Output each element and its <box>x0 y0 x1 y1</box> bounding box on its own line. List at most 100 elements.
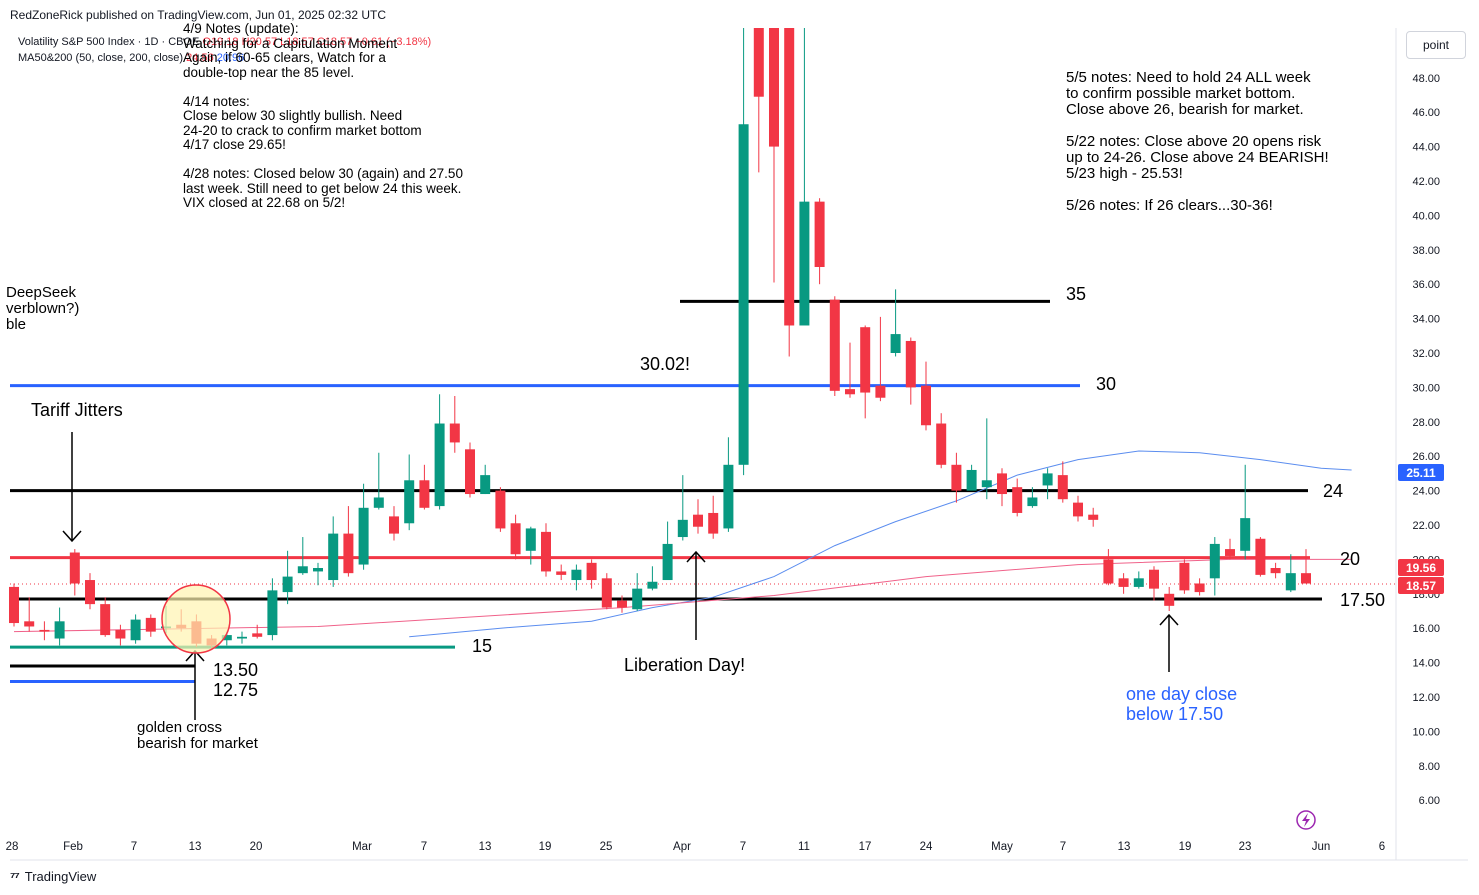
notes-left: 4/9 Notes (update): Watching for a Capit… <box>183 21 463 210</box>
x-tick-label: 20 <box>250 841 263 853</box>
golden-cross-label: golden cross bearish for market <box>137 719 258 752</box>
candle-body <box>373 497 384 508</box>
candle-body <box>130 619 141 641</box>
footer: ⁷⁷ TradingView <box>10 869 96 884</box>
x-tick-label: Jun <box>1312 841 1331 853</box>
candle-body <box>662 543 673 581</box>
price-label-ma50: 25.11 <box>1398 464 1444 481</box>
candle-body <box>297 566 308 574</box>
x-tick-label: 7 <box>1060 841 1066 853</box>
level-label-15: 15 <box>472 636 493 656</box>
x-tick-label: 19 <box>1179 841 1192 853</box>
x-tick-label: Mar <box>352 841 372 853</box>
one-day-arrow-head <box>1159 613 1179 626</box>
notes-right: 5/5 notes: Need to hold 24 ALL week to c… <box>1066 69 1329 214</box>
candle-body <box>784 28 795 326</box>
candle-body <box>708 512 719 534</box>
scale-mode-button[interactable]: point <box>1406 31 1466 59</box>
candle-body <box>358 507 369 565</box>
candle-body <box>586 562 597 581</box>
level-label-24: 24 <box>1323 481 1344 501</box>
candle-body <box>1209 543 1220 579</box>
x-tick-label: 6 <box>1379 841 1385 853</box>
candle-body <box>860 327 871 393</box>
candle-body <box>85 580 95 605</box>
candle-body <box>845 389 855 395</box>
legend-symbol-row: Volatility S&P 500 Index · 1D · CBOE O19… <box>18 36 431 48</box>
candle-body <box>693 514 703 527</box>
candle-body <box>936 423 947 465</box>
candle-body <box>404 480 415 524</box>
y-tick-label: 46.00 <box>1412 107 1440 119</box>
candle-body <box>1301 573 1311 584</box>
tariff-arrow-head <box>62 530 82 543</box>
liberation-arrow-head <box>686 550 706 563</box>
candle-body <box>1149 569 1159 589</box>
candle-body <box>465 449 475 495</box>
candle-body <box>69 552 80 584</box>
candle-body <box>677 519 688 538</box>
legend-ma-value-1: 24.56 <box>186 52 214 64</box>
y-tick-label: 6.00 <box>1419 795 1440 807</box>
candle-body <box>449 423 460 443</box>
candle-body <box>221 635 232 641</box>
lightning-icon[interactable] <box>1296 810 1316 830</box>
candle-body <box>769 28 779 147</box>
y-tick-label: 16.00 <box>1412 623 1440 635</box>
candle-body <box>1118 578 1129 587</box>
x-tick-label: 13 <box>1118 841 1131 853</box>
candles <box>9 28 1311 649</box>
candle-body <box>267 590 278 636</box>
candle-body <box>1194 583 1205 593</box>
legend-ma-row: MA50&200 (50, close, 200, close) 24.56 2… <box>18 52 244 64</box>
ma200-line <box>13 558 1352 633</box>
candle-body <box>434 423 445 507</box>
legend-symbol[interactable]: Volatility S&P 500 Index · 1D · CBOE <box>18 36 200 48</box>
candle-body <box>541 531 551 572</box>
x-tick-label: Feb <box>63 841 83 853</box>
candle-body <box>1073 502 1083 517</box>
candle-body <box>1103 559 1114 584</box>
level-label-20: 20 <box>1340 549 1361 569</box>
x-tick-label: 11 <box>798 841 810 853</box>
candle-body <box>313 568 323 572</box>
candle-body <box>39 629 50 632</box>
x-tick-label: 17 <box>859 841 872 853</box>
candle-body <box>115 629 126 639</box>
level-13-50-label: 13.50 <box>213 660 259 680</box>
candle-body <box>510 523 521 555</box>
candle-body <box>1088 514 1099 520</box>
x-axis-ticks: 28 Feb 7 13 20 Mar 7 13 19 25 Apr 7 11 17 24 May 7 13 19 23… <box>6 841 1386 853</box>
candle-body <box>495 490 506 529</box>
notes-deepseek: DeepSeek verblown?) ble <box>6 284 80 333</box>
y-tick-label: 24.00 <box>1412 486 1440 498</box>
candle-body <box>1042 473 1053 486</box>
footer-brand[interactable]: TradingView <box>24 869 97 884</box>
candle-body <box>343 533 354 574</box>
y-tick-label: 26.00 <box>1412 451 1440 463</box>
y-tick-label: 12.00 <box>1412 692 1440 704</box>
one-day-close-label: one day close below 17.50 <box>1126 684 1238 724</box>
candle-body <box>24 621 35 627</box>
y-tick-label: 10.00 <box>1412 726 1440 738</box>
legend-ma-label[interactable]: MA50&200 (50, close, 200, close) <box>18 52 184 64</box>
liberation-day-label: Liberation Day! <box>624 655 746 675</box>
svg-text:19.56: 19.56 <box>1406 561 1436 575</box>
x-tick-label: 7 <box>740 841 746 853</box>
candle-body <box>951 464 962 491</box>
y-tick-label: 22.00 <box>1412 520 1440 532</box>
x-tick-label: 24 <box>920 841 933 853</box>
svg-text:25.11: 25.11 <box>1406 466 1436 480</box>
tariff-jitters-label: Tariff Jitters <box>31 400 123 420</box>
candle-body <box>282 576 293 593</box>
candle-body <box>54 621 65 639</box>
y-tick-label: 48.00 <box>1412 73 1440 85</box>
y-axis-ticks: 6.008.0010.0012.0014.0016.0018.0020.0022… <box>1412 73 1440 807</box>
y-tick-label: 32.00 <box>1412 348 1440 360</box>
candle-body <box>617 600 627 608</box>
publisher-line: RedZoneRick published on TradingView.com… <box>10 8 387 22</box>
x-tick-label: 7 <box>421 841 427 853</box>
y-tick-label: 38.00 <box>1412 245 1440 257</box>
x-tick-label: 13 <box>189 841 202 853</box>
